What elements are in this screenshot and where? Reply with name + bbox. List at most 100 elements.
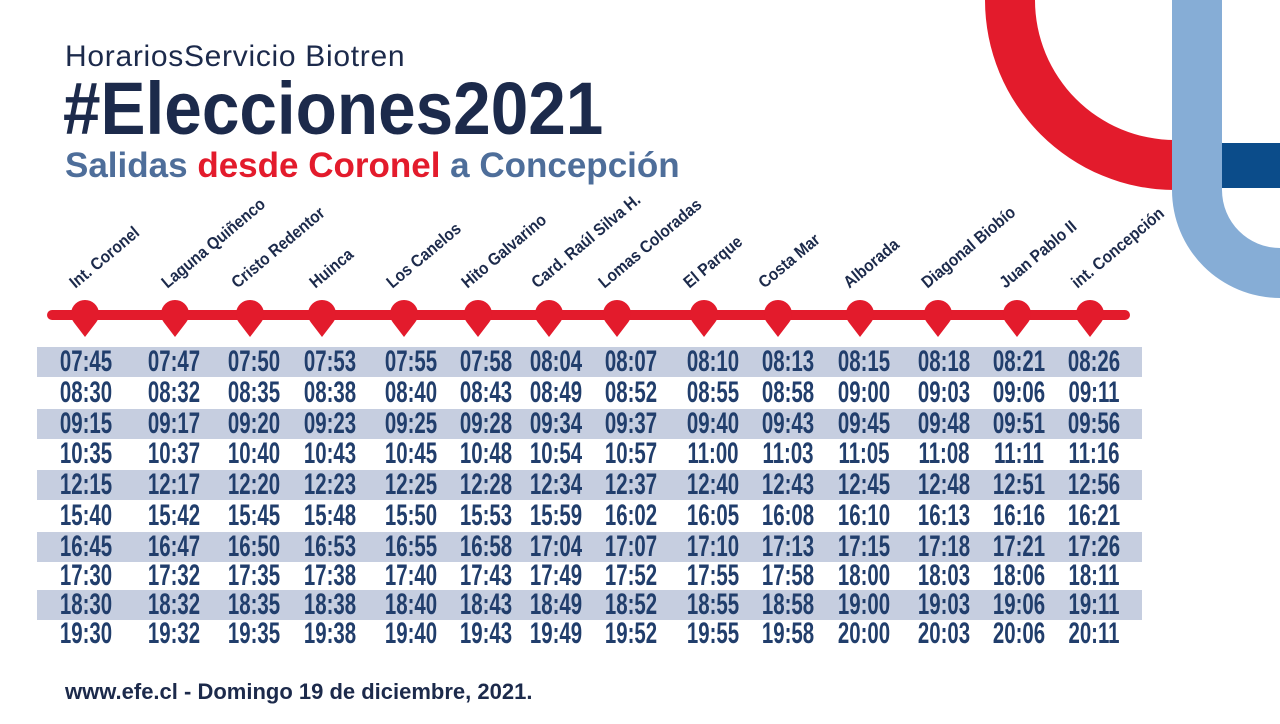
departure-time: 19:11 [1068, 588, 1120, 621]
departure-time: 08:04 [529, 345, 583, 378]
departure-time: 09:34 [529, 407, 583, 440]
departure-time: 18:00 [837, 559, 891, 592]
departure-time: 12:51 [992, 468, 1046, 501]
subtitle-origin: desde Coronel [197, 146, 441, 185]
departure-time: 12:15 [59, 468, 113, 501]
departure-time: 15:42 [147, 499, 201, 532]
departure-time: 07:50 [227, 345, 281, 378]
departure-time: 12:45 [837, 468, 891, 501]
departure-time: 09:25 [384, 407, 438, 440]
departure-time: 08:15 [837, 345, 891, 378]
schedule-row: 10:35 10:37 10:40 10:43 10:45 10:48 10:54 10:57… [37, 439, 1142, 469]
departure-time: 10:48 [459, 437, 513, 470]
departure-time: 07:45 [59, 345, 113, 378]
light-blue-band-shape [1172, 0, 1280, 298]
departure-time: 11:16 [1068, 437, 1120, 470]
departure-time: 09:43 [761, 407, 815, 440]
map-pin-icon [236, 299, 265, 337]
departure-time: 16:08 [761, 499, 815, 532]
departure-time: 19:58 [761, 617, 815, 650]
departure-time: 19:40 [384, 617, 438, 650]
departure-time: 08:58 [761, 376, 815, 409]
brand-graphic [985, 0, 1280, 298]
departure-time: 17:52 [604, 559, 658, 592]
departure-time: 19:00 [837, 588, 891, 621]
departure-time: 08:35 [227, 376, 281, 409]
departure-time: 19:43 [459, 617, 513, 650]
departure-time: 09:56 [1067, 407, 1121, 440]
departure-time: 17:26 [1067, 530, 1121, 563]
departure-time: 19:49 [529, 617, 583, 650]
departure-time: 17:04 [529, 530, 583, 563]
departure-time: 18:52 [604, 588, 658, 621]
departure-time: 17:15 [837, 530, 891, 563]
departure-time: 08:49 [529, 376, 583, 409]
departure-time: 09:15 [59, 407, 113, 440]
departure-time: 12:23 [303, 468, 357, 501]
departure-time: 19:30 [59, 617, 113, 650]
map-pin-icon [464, 299, 493, 337]
departure-time: 16:45 [59, 530, 113, 563]
departure-time: 08:13 [761, 345, 815, 378]
map-pin-icon [535, 299, 564, 337]
departure-time: 16:10 [837, 499, 891, 532]
departure-time: 16:13 [917, 499, 971, 532]
departure-time: 18:38 [303, 588, 357, 621]
departure-time: 09:37 [604, 407, 658, 440]
page-title: #Elecciones2021 [63, 67, 604, 150]
departure-time: 08:38 [303, 376, 357, 409]
departure-time: 16:02 [604, 499, 658, 532]
departure-time: 17:13 [761, 530, 815, 563]
subtitle-lead: Salidas [65, 146, 188, 185]
navy-block-shape [1222, 143, 1280, 188]
departure-time: 19:55 [686, 617, 740, 650]
departure-time: 12:40 [686, 468, 740, 501]
departure-time: 15:40 [59, 499, 113, 532]
departure-time: 18:43 [459, 588, 513, 621]
departure-time: 09:51 [992, 407, 1046, 440]
departure-time: 08:30 [59, 376, 113, 409]
departure-time: 12:37 [604, 468, 658, 501]
departure-time: 18:55 [686, 588, 740, 621]
departure-time: 07:47 [147, 345, 201, 378]
departure-time: 08:07 [604, 345, 658, 378]
departure-time: 09:00 [837, 376, 891, 409]
map-pin-icon [307, 299, 336, 337]
departure-time: 09:20 [227, 407, 281, 440]
departure-time: 16:50 [227, 530, 281, 563]
departure-time: 18:11 [1068, 559, 1120, 592]
schedule-row: 19:30 19:32 19:35 19:38 19:40 19:43 19:49 19:52… [37, 619, 1142, 649]
departure-time: 18:58 [761, 588, 815, 621]
departure-time: 17:40 [384, 559, 438, 592]
map-pin-icon [1003, 299, 1031, 337]
departure-time: 12:34 [529, 468, 583, 501]
departure-time: 11:05 [838, 437, 890, 470]
departure-time: 09:28 [459, 407, 513, 440]
departure-time: 10:43 [303, 437, 357, 470]
departure-time: 16:16 [992, 499, 1046, 532]
departure-time: 08:10 [686, 345, 740, 378]
departure-time: 20:06 [992, 617, 1046, 650]
departure-time: 10:40 [227, 437, 281, 470]
departure-time: 09:17 [147, 407, 201, 440]
departure-time: 09:03 [917, 376, 971, 409]
departure-time: 12:17 [147, 468, 201, 501]
departure-time: 18:49 [529, 588, 583, 621]
departure-time: 09:48 [917, 407, 971, 440]
departure-time: 17:10 [686, 530, 740, 563]
map-pin-icon [160, 299, 190, 337]
departure-time: 11:11 [994, 437, 1044, 470]
schedule-row: 12:15 12:17 12:20 12:23 12:25 12:28 12:34 12:37… [37, 470, 1142, 500]
departure-time: 18:03 [917, 559, 971, 592]
departure-time: 15:45 [227, 499, 281, 532]
departure-time: 18:32 [147, 588, 201, 621]
departure-time: 09:45 [837, 407, 891, 440]
schedule-row: 16:45 16:47 16:50 16:53 16:55 16:58 17:04 17:07… [37, 532, 1142, 562]
departure-time: 15:53 [459, 499, 513, 532]
departure-time: 16:05 [686, 499, 740, 532]
subtitle-destination: a Concepción [450, 146, 680, 185]
departure-time: 12:48 [917, 468, 971, 501]
route-line [47, 299, 1130, 337]
departure-time: 17:21 [992, 530, 1046, 563]
